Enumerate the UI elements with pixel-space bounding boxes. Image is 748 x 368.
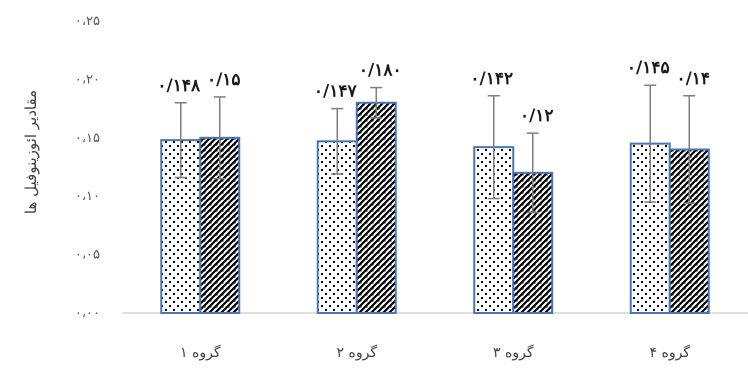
data-label: ۰/۱۸۰ [359,61,402,81]
data-label: ۰/۱۴۸ [157,76,201,96]
y-tick-label: ۰،۲۰ [75,72,100,87]
data-label: ۰/۱۴۲ [470,69,513,89]
x-category-label: گروه ۳ [493,344,534,361]
data-label: ۰/۱۵ [207,70,241,90]
x-category-label: گروه ۱ [180,344,221,361]
y-tick-label: ۰،۰۰ [75,306,100,321]
y-tick-label: ۰،۲۵ [75,14,100,29]
y-axis-label: مقادیر ائوزینوفیل ها [22,90,40,214]
data-label: ۰/۱۴۷ [314,82,358,102]
data-label: ۰/۱۲ [520,106,554,126]
y-tick-label: ۰،۱۰ [75,189,100,204]
x-category-label: گروه ۴ [650,344,691,361]
data-label: ۰/۱۴ [676,69,710,89]
axis-layer: ۰،۰۰ ۰،۰۵ ۰،۱۰ ۰،۱۵ ۰،۲۰ ۰،۲۵ گروه ۱ گروه ۲ گروه… [75,14,748,361]
x-category-label: گروه ۲ [337,344,378,361]
y-tick-label: ۰،۰۵ [75,248,100,263]
bar-layer [160,84,710,315]
data-label: ۰/۱۴۵ [627,58,670,78]
bar [355,101,397,315]
y-tick-label: ۰،۱۵ [75,131,100,146]
